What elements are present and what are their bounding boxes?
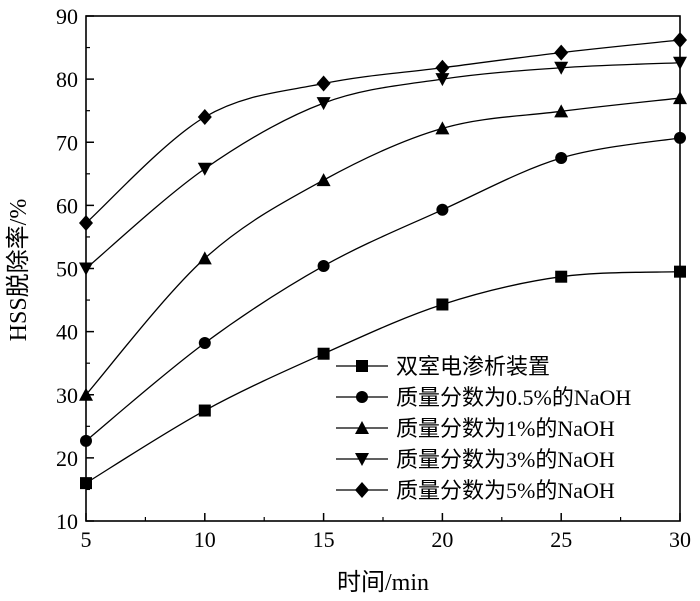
data-point — [316, 75, 331, 92]
data-point — [198, 404, 211, 417]
x-tick-label: 20 — [431, 527, 453, 552]
legend-marker — [355, 453, 369, 466]
x-axis-title: 时间/min — [337, 569, 429, 596]
y-tick-label: 80 — [56, 67, 78, 92]
legend-label: 质量分数为1%的NaOH — [396, 416, 615, 441]
data-point — [80, 477, 92, 490]
legend-marker — [355, 421, 369, 434]
data-point — [198, 336, 211, 349]
legend-label: 质量分数为3%的NaOH — [396, 447, 615, 472]
data-point — [436, 203, 449, 216]
legend-item: 质量分数为5%的NaOH — [336, 478, 615, 503]
y-tick-label: 40 — [56, 320, 78, 345]
legend-marker — [355, 482, 369, 498]
y-tick-label: 70 — [56, 130, 78, 155]
series-layer — [79, 31, 687, 490]
legend-item: 质量分数为1%的NaOH — [336, 416, 615, 441]
legend-marker — [356, 360, 368, 372]
data-point — [197, 109, 212, 125]
data-point — [79, 262, 93, 276]
data-point — [673, 91, 687, 105]
data-point — [435, 59, 450, 76]
series-1 — [80, 265, 686, 490]
x-axis-ticks: 5 10 15 20 25 30 — [81, 513, 691, 552]
data-point — [316, 97, 331, 111]
series-line — [85, 62, 681, 269]
x-tick-label: 25 — [550, 527, 572, 552]
data-point — [435, 121, 450, 135]
data-point — [554, 44, 569, 61]
plot-frame — [85, 15, 681, 522]
y-axis-title: HSS脱除率/% — [5, 199, 32, 342]
y-tick-label: 90 — [56, 4, 78, 29]
data-point — [555, 270, 568, 283]
y-tick-label: 10 — [56, 509, 78, 534]
data-point — [673, 56, 687, 70]
y-tick-label: 50 — [56, 257, 78, 282]
axes — [85, 15, 681, 522]
data-point — [674, 131, 686, 144]
series-line — [85, 39, 681, 224]
data-point — [197, 251, 212, 265]
x-tick-label: 30 — [669, 527, 691, 552]
legend-item: 双室电渗析装置 — [336, 354, 550, 379]
series-5 — [79, 31, 687, 232]
y-tick-label: 20 — [56, 446, 78, 471]
x-tick-label: 10 — [194, 527, 216, 552]
legend-marker — [356, 391, 368, 403]
data-point — [317, 259, 330, 272]
x-tick-label: 15 — [313, 527, 335, 552]
data-point — [554, 61, 569, 75]
legend-label: 质量分数为5%的NaOH — [396, 478, 615, 503]
series-line — [85, 137, 681, 442]
data-point — [79, 387, 93, 401]
data-point — [79, 215, 93, 232]
data-point — [317, 347, 330, 360]
data-point — [555, 152, 568, 165]
data-point — [316, 173, 331, 187]
data-point — [435, 73, 450, 87]
series-line — [85, 97, 681, 396]
data-point — [80, 434, 92, 447]
y-tick-label: 60 — [56, 193, 78, 218]
series-4 — [79, 56, 687, 276]
data-point — [554, 104, 569, 118]
legend-item: 质量分数为3%的NaOH — [336, 447, 615, 472]
series-2 — [80, 131, 686, 447]
legend-item: 质量分数为0.5%的NaOH — [336, 385, 631, 410]
data-point — [436, 298, 449, 311]
y-axis-ticks: 10 20 30 40 50 60 70 80 90 — [56, 4, 94, 534]
data-point — [674, 265, 686, 278]
data-point — [673, 31, 687, 48]
data-point — [197, 162, 212, 176]
legend-label: 质量分数为0.5%的NaOH — [396, 385, 631, 410]
x-tick-label: 5 — [81, 527, 92, 552]
legend-label: 双室电渗析装置 — [396, 354, 550, 379]
y-tick-label: 30 — [56, 383, 78, 408]
series-3 — [79, 91, 687, 401]
